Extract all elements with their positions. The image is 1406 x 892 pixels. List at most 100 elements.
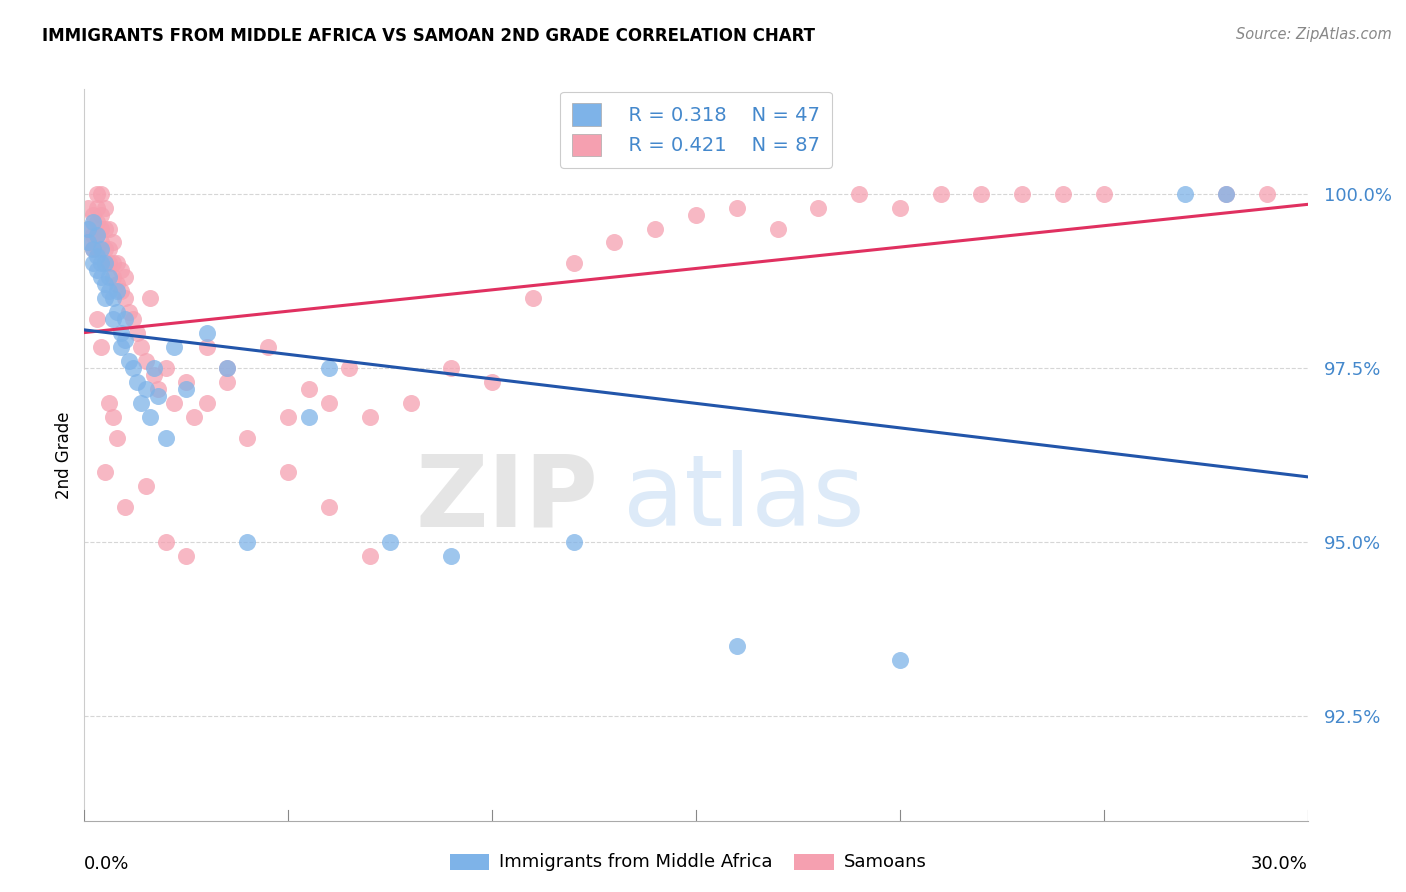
Point	[562, 535, 585, 549]
Point	[86, 228, 108, 243]
Point	[603, 235, 626, 250]
Point	[380, 535, 402, 549]
Point	[522, 291, 544, 305]
Point	[135, 382, 157, 396]
Point	[105, 430, 128, 444]
Point	[90, 256, 112, 270]
Point	[86, 228, 108, 243]
Point	[101, 235, 124, 250]
Point	[101, 312, 124, 326]
Point	[146, 382, 169, 396]
Point	[217, 375, 239, 389]
Point	[122, 312, 145, 326]
Point	[93, 201, 115, 215]
Point	[77, 235, 100, 250]
Point	[1092, 186, 1115, 201]
Point	[114, 500, 136, 515]
Point	[163, 340, 186, 354]
Point	[90, 221, 112, 235]
Point	[86, 243, 108, 257]
Point	[1215, 186, 1237, 201]
Point	[131, 340, 153, 354]
Point	[82, 243, 104, 257]
Point	[127, 375, 149, 389]
Point	[298, 409, 321, 424]
Point	[93, 243, 115, 257]
Point	[174, 382, 197, 396]
Point	[195, 340, 218, 354]
Point	[105, 284, 128, 298]
Text: Samoans: Samoans	[844, 853, 927, 871]
Point	[339, 360, 360, 375]
Point	[90, 186, 112, 201]
Point	[90, 235, 112, 250]
Text: 0.0%: 0.0%	[84, 855, 129, 873]
Point	[155, 430, 177, 444]
Point	[93, 277, 115, 292]
Point	[644, 221, 666, 235]
Point	[97, 243, 120, 257]
Point	[807, 201, 830, 215]
Point	[101, 256, 124, 270]
Point	[277, 466, 299, 480]
Point	[77, 235, 100, 250]
Point	[97, 256, 120, 270]
Point	[1174, 186, 1197, 201]
Point	[82, 256, 104, 270]
Point	[217, 360, 239, 375]
Y-axis label: 2nd Grade: 2nd Grade	[55, 411, 73, 499]
Point	[114, 333, 136, 347]
Point	[298, 382, 321, 396]
Text: atlas: atlas	[623, 450, 865, 548]
Point	[183, 409, 205, 424]
Point	[236, 430, 259, 444]
Point	[1215, 186, 1237, 201]
Text: Immigrants from Middle Africa: Immigrants from Middle Africa	[499, 853, 773, 871]
Point	[122, 360, 145, 375]
Point	[138, 291, 160, 305]
Point	[93, 256, 115, 270]
Point	[77, 221, 100, 235]
Point	[105, 305, 128, 319]
Point	[929, 186, 952, 201]
Point	[90, 270, 112, 285]
Point	[195, 395, 218, 409]
Point	[970, 186, 993, 201]
Point	[97, 284, 120, 298]
Point	[110, 263, 132, 277]
Point	[93, 256, 115, 270]
Point	[114, 270, 136, 285]
Point	[257, 340, 280, 354]
Point	[1256, 186, 1278, 201]
Point	[97, 395, 120, 409]
Point	[110, 340, 132, 354]
Point	[195, 326, 218, 340]
Point	[1052, 186, 1074, 201]
Point	[114, 312, 136, 326]
Point	[138, 409, 160, 424]
Point	[155, 535, 177, 549]
Point	[163, 395, 186, 409]
Point	[142, 368, 165, 382]
Point	[90, 340, 112, 354]
Point	[174, 549, 197, 563]
Point	[142, 360, 165, 375]
Point	[93, 291, 115, 305]
Point	[135, 479, 157, 493]
Point	[82, 214, 104, 228]
Point	[77, 201, 100, 215]
Point	[440, 549, 463, 563]
Point	[86, 201, 108, 215]
Point	[82, 243, 104, 257]
Point	[101, 291, 124, 305]
Text: ZIP: ZIP	[415, 450, 598, 548]
Point	[481, 375, 503, 389]
Point	[110, 284, 132, 298]
Point	[90, 243, 112, 257]
Point	[174, 375, 197, 389]
Point	[399, 395, 422, 409]
Point	[86, 249, 108, 263]
Point	[725, 640, 748, 654]
Point	[86, 312, 108, 326]
Point	[889, 201, 911, 215]
